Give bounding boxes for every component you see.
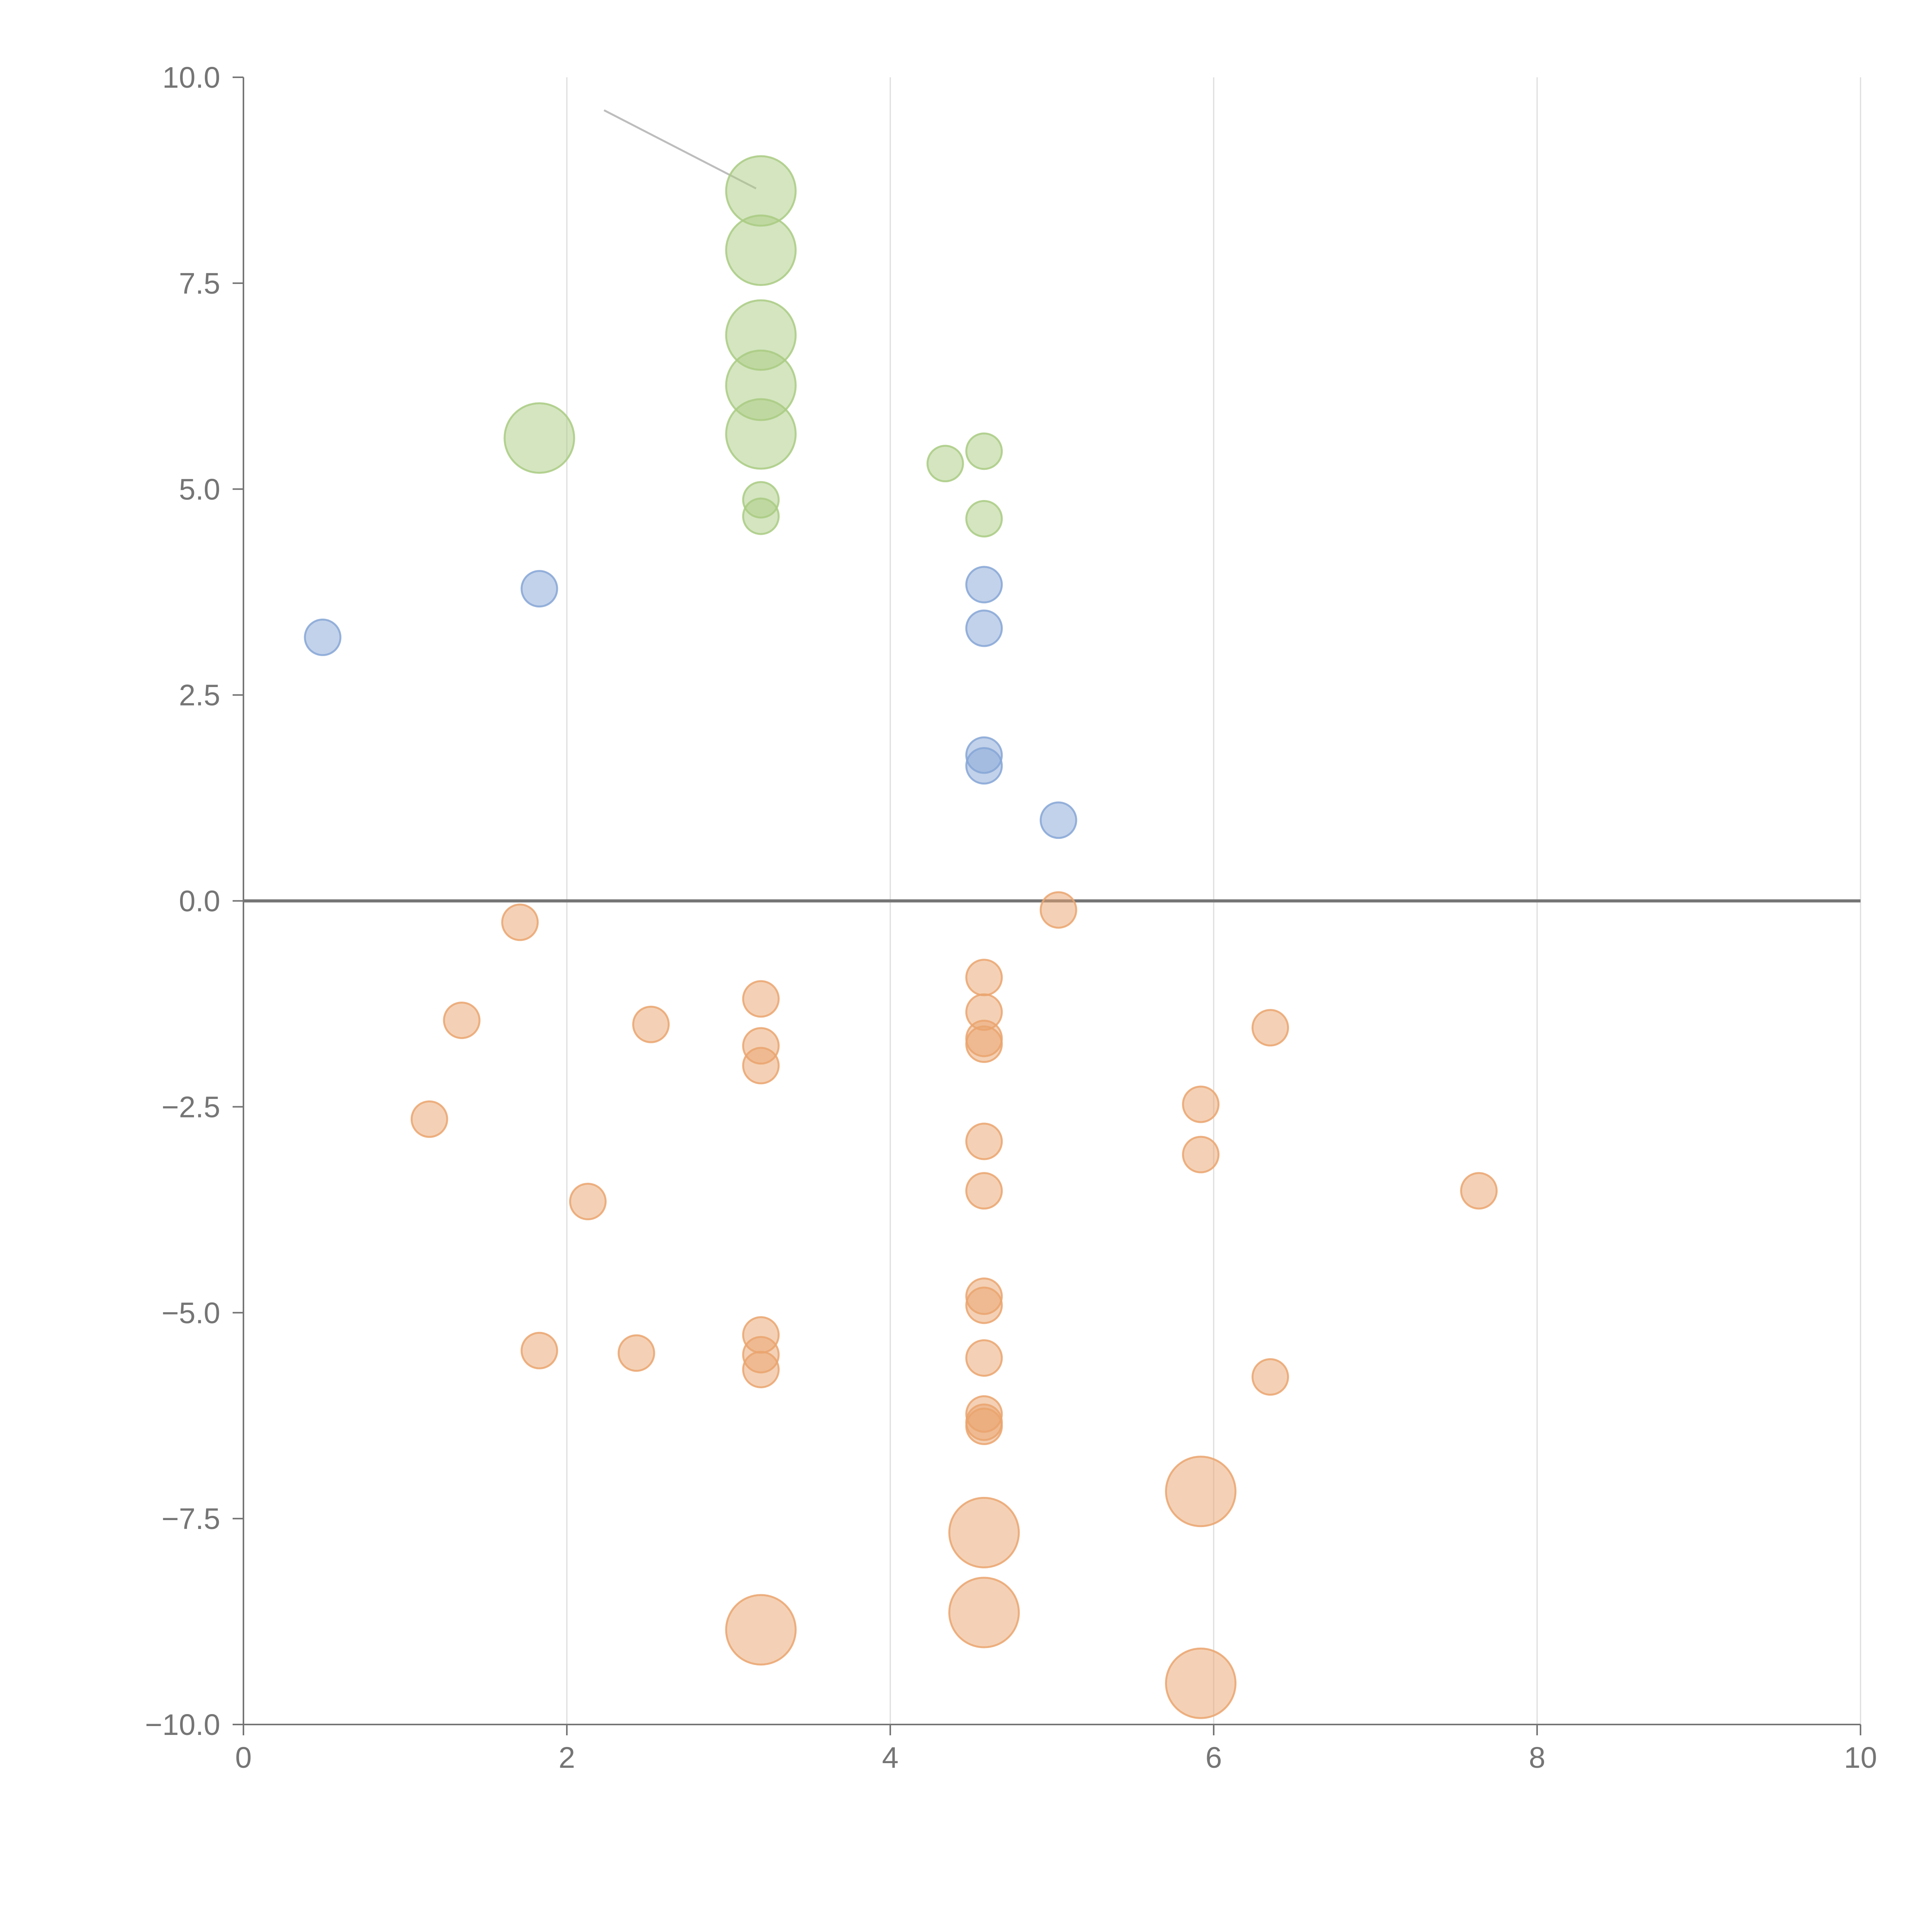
x-tick-label: 8 <box>1529 1741 1546 1774</box>
green-bubble <box>725 214 797 286</box>
label-layer: 10.0 7.5 5.0 2.5 0.0 −2.5 −5.0 −7.5 −10.0 0 2 4 6 8 10 <box>145 61 1877 1774</box>
blue-bubble <box>965 609 1003 647</box>
orange-bubble <box>965 1407 1003 1445</box>
orange-bubble <box>965 1172 1003 1210</box>
blue-bubble <box>520 570 558 608</box>
orange-bubble <box>443 1002 481 1039</box>
orange-bubble <box>1182 1136 1220 1173</box>
green-bubble <box>926 445 964 483</box>
orange-bubble <box>742 980 780 1018</box>
blue-bubble <box>965 566 1003 604</box>
x-tick-label: 6 <box>1206 1741 1222 1774</box>
x-tick-label: 2 <box>559 1741 575 1774</box>
orange-bubble <box>1251 1009 1289 1047</box>
orange-bubble <box>725 1594 797 1666</box>
y-tick-label: 10.0 <box>162 61 220 94</box>
orange-bubble <box>948 1497 1020 1568</box>
y-tick-label: 0.0 <box>179 885 220 918</box>
orange-bubble <box>948 1577 1020 1648</box>
y-tick-label: 7.5 <box>179 267 220 300</box>
bubble-layer <box>304 155 1498 1719</box>
y-tick-label: −2.5 <box>162 1090 220 1124</box>
x-tick-label: 0 <box>235 1741 252 1774</box>
orange-bubble <box>965 1286 1003 1324</box>
orange-bubble <box>965 1339 1003 1377</box>
green-bubble <box>742 497 780 535</box>
orange-bubble <box>632 1005 670 1043</box>
blue-bubble <box>304 618 342 656</box>
orange-bubble <box>569 1182 607 1220</box>
orange-bubble <box>1182 1085 1220 1123</box>
y-tick-label: −10.0 <box>145 1708 220 1742</box>
orange-bubble <box>965 1025 1003 1063</box>
axis-layer <box>233 77 1861 1735</box>
green-bubble <box>965 500 1003 537</box>
x-tick-label: 10 <box>1844 1741 1877 1774</box>
orange-bubble <box>742 1350 780 1388</box>
blue-bubble <box>1039 801 1077 839</box>
orange-bubble <box>965 959 1003 997</box>
green-bubble <box>725 398 797 470</box>
x-tick-label: 4 <box>882 1741 899 1774</box>
orange-bubble <box>742 1047 780 1085</box>
green-bubble <box>965 432 1003 470</box>
orange-bubble <box>1039 891 1077 929</box>
y-tick-label: −5.0 <box>162 1296 220 1330</box>
orange-bubble <box>501 903 539 941</box>
orange-bubble <box>1165 1456 1237 1527</box>
orange-bubble <box>1460 1172 1498 1210</box>
orange-bubble <box>1251 1358 1289 1396</box>
orange-bubble <box>410 1100 448 1138</box>
blue-bubble <box>965 747 1003 785</box>
orange-bubble <box>520 1332 558 1369</box>
orange-bubble <box>617 1334 655 1372</box>
orange-bubble <box>1165 1647 1237 1719</box>
y-tick-label: 2.5 <box>179 679 220 712</box>
y-tick-label: 5.0 <box>179 473 220 506</box>
orange-bubble <box>965 1122 1003 1160</box>
green-bubble <box>503 402 575 474</box>
y-tick-label: −7.5 <box>162 1502 220 1536</box>
